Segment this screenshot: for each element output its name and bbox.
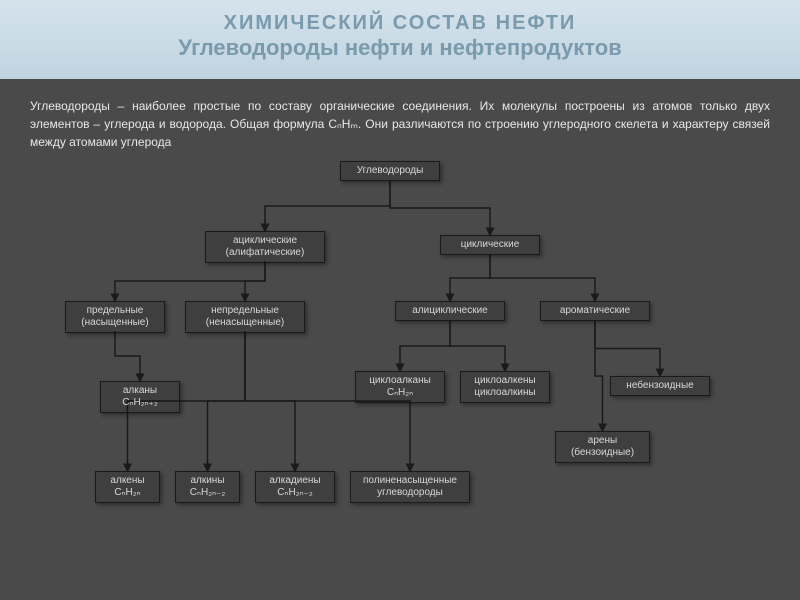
- node-alkanes: алканыCₙH₂ₙ₊₂: [100, 381, 180, 413]
- node-nonbenz: небензоидные: [610, 376, 710, 396]
- node-polyunsat: полиненасыщенныеуглеводороды: [350, 471, 470, 503]
- node-unsat: непредельные(ненасыщенные): [185, 301, 305, 333]
- node-alkenes: алкеныCₙH₂ₙ: [95, 471, 160, 503]
- hydrocarbon-tree-diagram: Углеводороды ациклические(алифатические) ц…: [0, 161, 800, 571]
- node-alkadien: алкадиеныCₙH₂ₙ₋₂: [255, 471, 335, 503]
- node-sat: предельные(насыщенные): [65, 301, 165, 333]
- node-arom: ароматические: [540, 301, 650, 321]
- node-root: Углеводороды: [340, 161, 440, 181]
- header: ХИМИЧЕСКИЙ СОСТАВ НЕФТИ Углеводороды неф…: [0, 0, 800, 79]
- description-text: Углеводороды – наиболее простые по соста…: [0, 79, 800, 161]
- title-line-1: ХИМИЧЕСКИЙ СОСТАВ НЕФТИ: [30, 12, 770, 35]
- title-line-2: Углеводороды нефти и нефтепродуктов: [30, 35, 770, 61]
- node-acyclic: ациклические(алифатические): [205, 231, 325, 263]
- node-arenes: арены(бензоидные): [555, 431, 650, 463]
- node-alkynes: алкиныCₙH₂ₙ₋₂: [175, 471, 240, 503]
- node-cyclic: циклические: [440, 235, 540, 255]
- node-cycloalke: циклоалкеныциклоалкины: [460, 371, 550, 403]
- node-cycloalk: циклоалканыCₙH₂ₙ: [355, 371, 445, 403]
- diagram-edges: [0, 161, 800, 571]
- node-alicyc: алициклические: [395, 301, 505, 321]
